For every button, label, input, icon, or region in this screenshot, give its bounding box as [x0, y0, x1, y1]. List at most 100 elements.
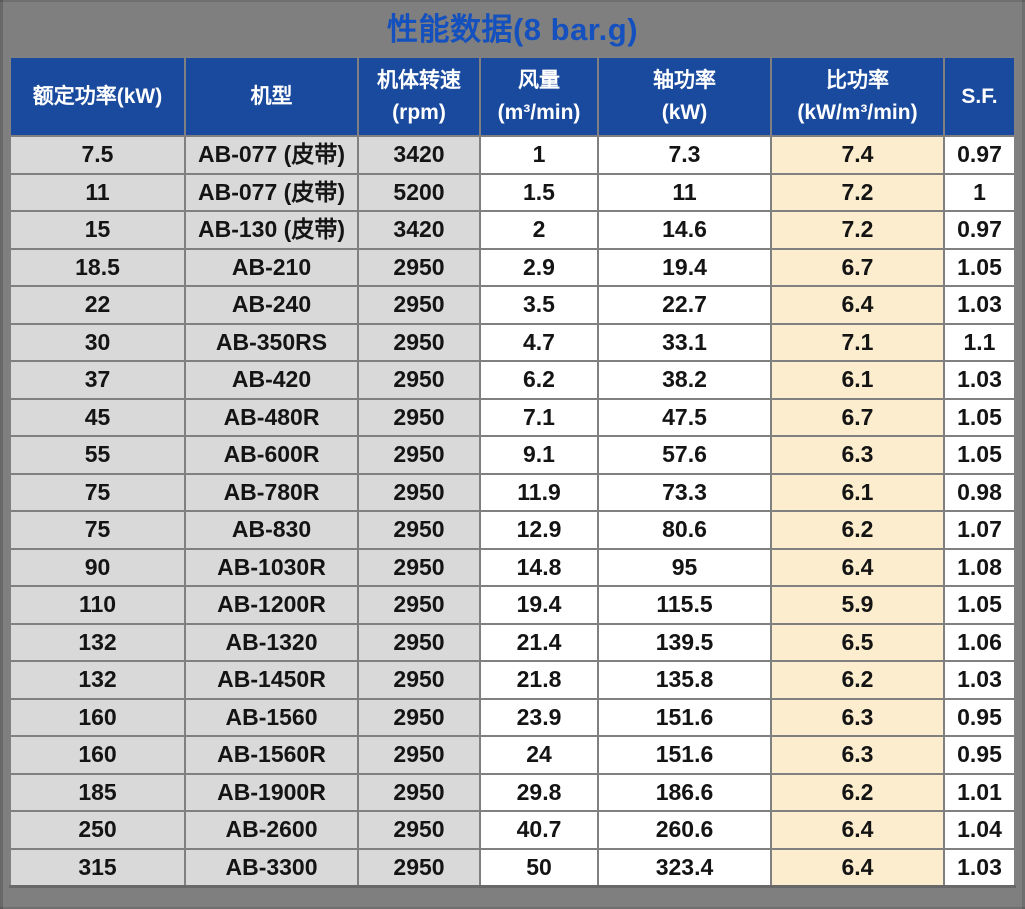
cell-rotor-speed: 2950 [357, 247, 481, 287]
cell-rated-power: 110 [9, 585, 186, 625]
cell-model: AB-130 (皮带) [184, 210, 359, 250]
cell-rotor-speed: 2950 [357, 847, 481, 888]
cell-rated-power: 315 [9, 847, 186, 888]
cell-shaft-power: 38.2 [597, 360, 772, 400]
cell-model: AB-240 [184, 285, 359, 325]
cell-service-factor: 1.03 [943, 285, 1016, 325]
cell-rated-power: 15 [9, 210, 186, 250]
cell-air-flow: 2 [479, 210, 599, 250]
cell-rotor-speed: 2950 [357, 397, 481, 437]
table-row: 30 AB-350RS 2950 4.7 33.1 7.1 1.1 [9, 322, 1016, 362]
cell-service-factor: 1 [943, 172, 1016, 212]
cell-model: AB-480R [184, 397, 359, 437]
cell-rated-power: 55 [9, 435, 186, 475]
cell-shaft-power: 11 [597, 172, 772, 212]
column-header-rotor-speed: 机体转速 (rpm) [357, 56, 481, 137]
cell-shaft-power: 115.5 [597, 585, 772, 625]
table-row: 75 AB-830 2950 12.9 80.6 6.2 1.07 [9, 510, 1016, 550]
cell-rated-power: 250 [9, 810, 186, 850]
cell-specific-power: 7.2 [770, 172, 945, 212]
page-title: 性能数据(8 bar.g) [386, 12, 639, 47]
cell-service-factor: 1.05 [943, 585, 1016, 625]
table-row: 132 AB-1320 2950 21.4 139.5 6.5 1.06 [9, 622, 1016, 662]
cell-specific-power: 6.3 [770, 735, 945, 775]
cell-rated-power: 37 [9, 360, 186, 400]
cell-model: AB-1900R [184, 772, 359, 812]
cell-rated-power: 7.5 [9, 135, 186, 175]
cell-service-factor: 1.04 [943, 810, 1016, 850]
cell-shaft-power: 7.3 [597, 135, 772, 175]
cell-rotor-speed: 2950 [357, 510, 481, 550]
cell-rated-power: 45 [9, 397, 186, 437]
cell-service-factor: 1.03 [943, 660, 1016, 700]
cell-shaft-power: 139.5 [597, 622, 772, 662]
column-header-specific-power: 比功率 (kW/m³/min) [770, 56, 945, 137]
cell-rotor-speed: 3420 [357, 210, 481, 250]
cell-shaft-power: 260.6 [597, 810, 772, 850]
cell-rated-power: 18.5 [9, 247, 186, 287]
cell-rated-power: 90 [9, 547, 186, 587]
cell-specific-power: 6.5 [770, 622, 945, 662]
table-row: 55 AB-600R 2950 9.1 57.6 6.3 1.05 [9, 435, 1016, 475]
cell-model: AB-830 [184, 510, 359, 550]
cell-specific-power: 6.3 [770, 435, 945, 475]
table-row: 15 AB-130 (皮带) 3420 2 14.6 7.2 0.97 [9, 210, 1016, 250]
cell-rotor-speed: 5200 [357, 172, 481, 212]
cell-air-flow: 1 [479, 135, 599, 175]
cell-rated-power: 160 [9, 735, 186, 775]
cell-specific-power: 6.4 [770, 810, 945, 850]
cell-rotor-speed: 2950 [357, 472, 481, 512]
cell-rotor-speed: 2950 [357, 622, 481, 662]
cell-model: AB-420 [184, 360, 359, 400]
cell-model: AB-600R [184, 435, 359, 475]
cell-shaft-power: 135.8 [597, 660, 772, 700]
table-row: 11 AB-077 (皮带) 5200 1.5 11 7.2 1 [9, 172, 1016, 212]
table-row: 90 AB-1030R 2950 14.8 95 6.4 1.08 [9, 547, 1016, 587]
table-row: 250 AB-2600 2950 40.7 260.6 6.4 1.04 [9, 810, 1016, 850]
cell-service-factor: 1.05 [943, 435, 1016, 475]
cell-shaft-power: 80.6 [597, 510, 772, 550]
cell-rotor-speed: 2950 [357, 285, 481, 325]
cell-air-flow: 4.7 [479, 322, 599, 362]
cell-service-factor: 1.06 [943, 622, 1016, 662]
table-row: 45 AB-480R 2950 7.1 47.5 6.7 1.05 [9, 397, 1016, 437]
column-header-shaft-power: 轴功率 (kW) [597, 56, 772, 137]
cell-shaft-power: 95 [597, 547, 772, 587]
cell-service-factor: 0.95 [943, 697, 1016, 737]
cell-rotor-speed: 2950 [357, 735, 481, 775]
cell-specific-power: 6.1 [770, 472, 945, 512]
cell-service-factor: 1.05 [943, 247, 1016, 287]
cell-rotor-speed: 2950 [357, 322, 481, 362]
cell-shaft-power: 33.1 [597, 322, 772, 362]
cell-model: AB-1030R [184, 547, 359, 587]
cell-model: AB-077 (皮带) [184, 172, 359, 212]
cell-rotor-speed: 2950 [357, 660, 481, 700]
cell-model: AB-1450R [184, 660, 359, 700]
table-row: 110 AB-1200R 2950 19.4 115.5 5.9 1.05 [9, 585, 1016, 625]
cell-rated-power: 160 [9, 697, 186, 737]
cell-shaft-power: 22.7 [597, 285, 772, 325]
table-header: 额定功率(kW) 机型 机体转速 (rpm) 风量 (m³/min) 轴功率 (kW) 比功率(… [9, 56, 1016, 137]
table-row: 160 AB-1560 2950 23.9 151.6 6.3 0.95 [9, 697, 1016, 737]
cell-service-factor: 1.08 [943, 547, 1016, 587]
table-row: 7.5 AB-077 (皮带) 3420 1 7.3 7.4 0.97 [9, 135, 1016, 175]
cell-rotor-speed: 2950 [357, 697, 481, 737]
cell-shaft-power: 19.4 [597, 247, 772, 287]
header-row: 额定功率(kW) 机型 机体转速 (rpm) 风量 (m³/min) 轴功率 (kW) 比功率(… [9, 56, 1016, 137]
cell-specific-power: 6.2 [770, 772, 945, 812]
cell-air-flow: 2.9 [479, 247, 599, 287]
cell-rotor-speed: 2950 [357, 810, 481, 850]
table-body: 7.5 AB-077 (皮带) 3420 1 7.3 7.4 0.97 11 AB-077 (皮… [9, 135, 1016, 888]
cell-rated-power: 132 [9, 622, 186, 662]
cell-service-factor: 0.97 [943, 210, 1016, 250]
performance-table: 额定功率(kW) 机型 机体转速 (rpm) 风量 (m³/min) 轴功率 (kW) 比功率(… [9, 56, 1016, 888]
cell-air-flow: 21.8 [479, 660, 599, 700]
cell-specific-power: 6.4 [770, 285, 945, 325]
cell-service-factor: 1.01 [943, 772, 1016, 812]
cell-air-flow: 11.9 [479, 472, 599, 512]
table-row: 75 AB-780R 2950 11.9 73.3 6.1 0.98 [9, 472, 1016, 512]
cell-service-factor: 1.03 [943, 847, 1016, 888]
cell-rotor-speed: 2950 [357, 435, 481, 475]
table-row: 37 AB-420 2950 6.2 38.2 6.1 1.03 [9, 360, 1016, 400]
cell-specific-power: 6.4 [770, 547, 945, 587]
